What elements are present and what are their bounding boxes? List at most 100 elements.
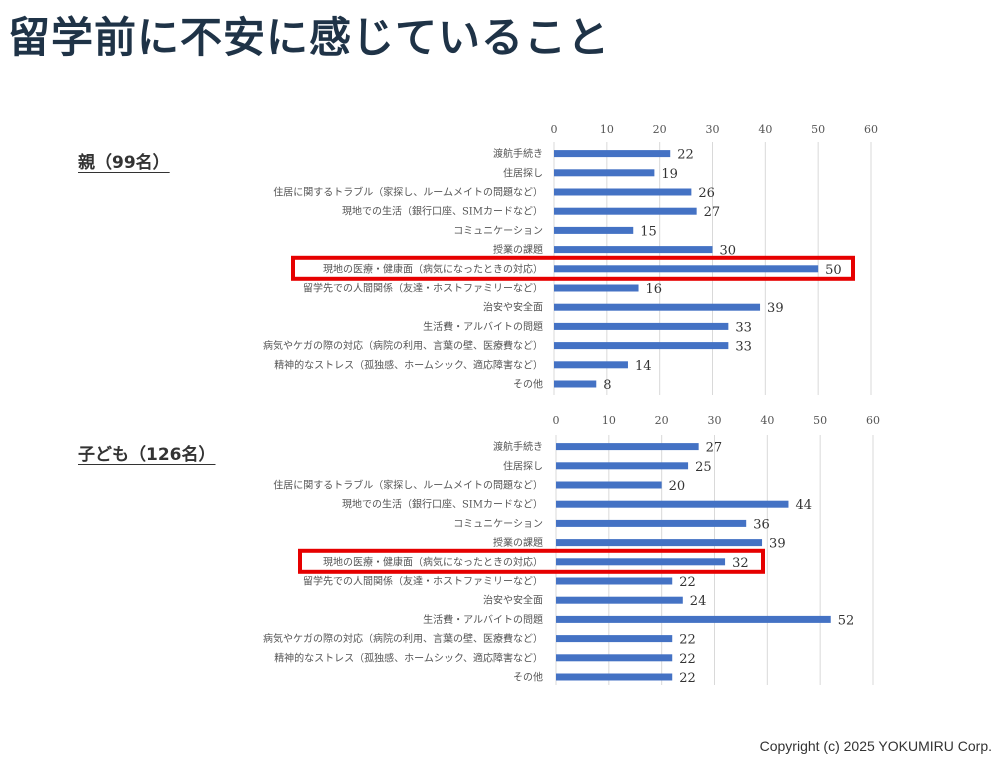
parent-value-label: 26 — [698, 186, 715, 201]
child-value-label: 20 — [669, 479, 686, 494]
child-category-label: 留学先での人間関係（友達・ホストファミリーなど） — [303, 575, 543, 588]
parent-bar — [554, 169, 655, 177]
child-category-label: その他 — [513, 671, 543, 684]
parent-bar — [554, 246, 713, 254]
parent-category-label: 精神的なストレス（孤独感、ホームシック、適応障害など） — [274, 358, 543, 371]
child-value-label: 25 — [695, 460, 712, 475]
child-value-label: 32 — [732, 556, 749, 571]
child-bar — [556, 596, 683, 604]
parent-category-label: コミュニケーション — [453, 225, 543, 237]
child-value-label: 22 — [679, 652, 696, 667]
child-bar — [556, 635, 673, 643]
parent-bar — [554, 361, 628, 369]
child-value-label: 24 — [690, 594, 707, 609]
child-bar — [556, 443, 699, 451]
parent-value-label: 27 — [704, 205, 721, 220]
child-bar — [556, 615, 831, 623]
parent-tick-label: 20 — [653, 123, 667, 136]
child-value-label: 27 — [706, 441, 723, 456]
parent-tick-label: 0 — [551, 123, 558, 136]
parent-category-label: 住居探し — [503, 166, 543, 179]
child-category-label: 治安や安全面 — [483, 594, 543, 607]
parent-value-label: 33 — [735, 320, 752, 335]
parent-value-label: 14 — [635, 359, 652, 374]
child-category-label: 生活費・アルバイトの問題 — [423, 613, 543, 626]
child-bar — [556, 481, 662, 489]
parent-value-label: 22 — [677, 148, 694, 163]
parent-category-label: 生活費・アルバイトの問題 — [423, 320, 543, 333]
child-value-label: 22 — [679, 633, 696, 648]
child-bar — [556, 673, 673, 681]
parent-tick-label: 10 — [600, 123, 614, 136]
parent-bar — [554, 342, 729, 350]
parent-bar — [554, 284, 639, 292]
child-bar — [556, 519, 747, 527]
parent-value-label: 33 — [735, 340, 752, 355]
parent-highlight-box — [291, 255, 855, 281]
parent-category-label: 住居に関するトラブル（家探し、ルームメイトの問題など） — [273, 186, 543, 199]
parent-bar — [554, 188, 692, 196]
parent-bar — [554, 207, 697, 215]
child-value-label: 22 — [679, 671, 696, 686]
parent-group-label: 親（99名） — [78, 153, 170, 173]
copyright-notice: Copyright (c) 2025 YOKUMIRU Corp. — [759, 738, 992, 754]
child-bar — [556, 500, 789, 508]
child-value-label: 39 — [769, 537, 786, 552]
parent-value-label: 8 — [603, 378, 611, 393]
child-value-label: 22 — [679, 575, 696, 590]
parent-category-label: 渡航手続き — [493, 147, 543, 160]
parent-category-label: 授業の課題 — [493, 243, 543, 256]
parent-category-label: 病気やケガの際の対応（病院の利用、言葉の壁、医療費など） — [263, 339, 543, 352]
child-category-label: 住居に関するトラブル（家探し、ルームメイトの問題など） — [273, 479, 543, 492]
parent-category-label: 治安や安全面 — [483, 301, 543, 314]
parent-bar — [554, 303, 761, 311]
parent-bar — [554, 150, 671, 158]
child-category-label: 授業の課題 — [493, 536, 543, 549]
child-tick-label: 60 — [866, 414, 880, 427]
child-tick-label: 10 — [602, 414, 616, 427]
child-tick-label: 20 — [655, 414, 669, 427]
child-value-label: 52 — [838, 613, 855, 628]
child-bar — [556, 654, 673, 662]
child-bar — [556, 539, 763, 547]
parent-category-label: その他 — [513, 378, 543, 391]
parent-value-label: 50 — [825, 263, 842, 278]
child-category-label: コミュニケーション — [453, 518, 543, 530]
child-value-label: 44 — [795, 498, 812, 513]
parent-bar — [554, 322, 729, 330]
parent-bar — [554, 380, 597, 388]
parent-bar — [554, 226, 634, 234]
child-highlight-box — [298, 548, 765, 574]
parent-tick-label: 40 — [758, 123, 772, 136]
child-tick-label: 50 — [813, 414, 827, 427]
child-group-label: 子ども（126名） — [78, 445, 216, 465]
parent-category-label: 留学先での人間関係（友達・ホストファミリーなど） — [303, 282, 543, 295]
parent-tick-label: 50 — [811, 123, 825, 136]
parent-value-label: 15 — [640, 224, 657, 239]
child-category-label: 現地での生活（銀行口座、SIMカードなど） — [342, 498, 543, 511]
parent-value-label: 16 — [646, 282, 663, 297]
child-tick-label: 40 — [760, 414, 774, 427]
parent-tick-label: 30 — [706, 123, 720, 136]
child-category-label: 渡航手続き — [493, 440, 543, 453]
child-tick-label: 0 — [553, 414, 560, 427]
parent-bar-chart: 0 10 20 30 40 50 60 渡航手続き 22 住居探し 19 住居に関するトラブル（家探し… — [263, 123, 878, 395]
parent-category-label: 現地での生活（銀行口座、SIMカードなど） — [342, 205, 543, 218]
child-bar — [556, 577, 673, 585]
parent-value-label: 30 — [720, 244, 737, 259]
child-category-label: 病気やケガの際の対応（病院の利用、言葉の壁、医療費など） — [263, 632, 543, 645]
parent-category-label: 現地の医療・健康面（病気になったときの対応） — [323, 262, 543, 275]
child-category-label: 精神的なストレス（孤独感、ホームシック、適応障害など） — [274, 651, 543, 664]
parent-bar — [554, 265, 819, 273]
parent-value-label: 39 — [767, 301, 784, 316]
child-category-label: 住居探し — [503, 459, 543, 472]
child-bar-chart: 0 10 20 30 40 50 60 渡航手続き 27 住居探し 25 住居に関するトラブル（家探し… — [263, 414, 880, 686]
parent-value-label: 19 — [661, 167, 678, 182]
child-bar — [556, 558, 726, 566]
parent-tick-label: 60 — [864, 123, 878, 136]
child-value-label: 36 — [753, 517, 770, 532]
child-bar — [556, 462, 689, 470]
child-category-label: 現地の医療・健康面（病気になったときの対応） — [323, 555, 543, 568]
page-title: 留学前に不安に感じていること — [8, 13, 611, 62]
child-tick-label: 30 — [708, 414, 722, 427]
